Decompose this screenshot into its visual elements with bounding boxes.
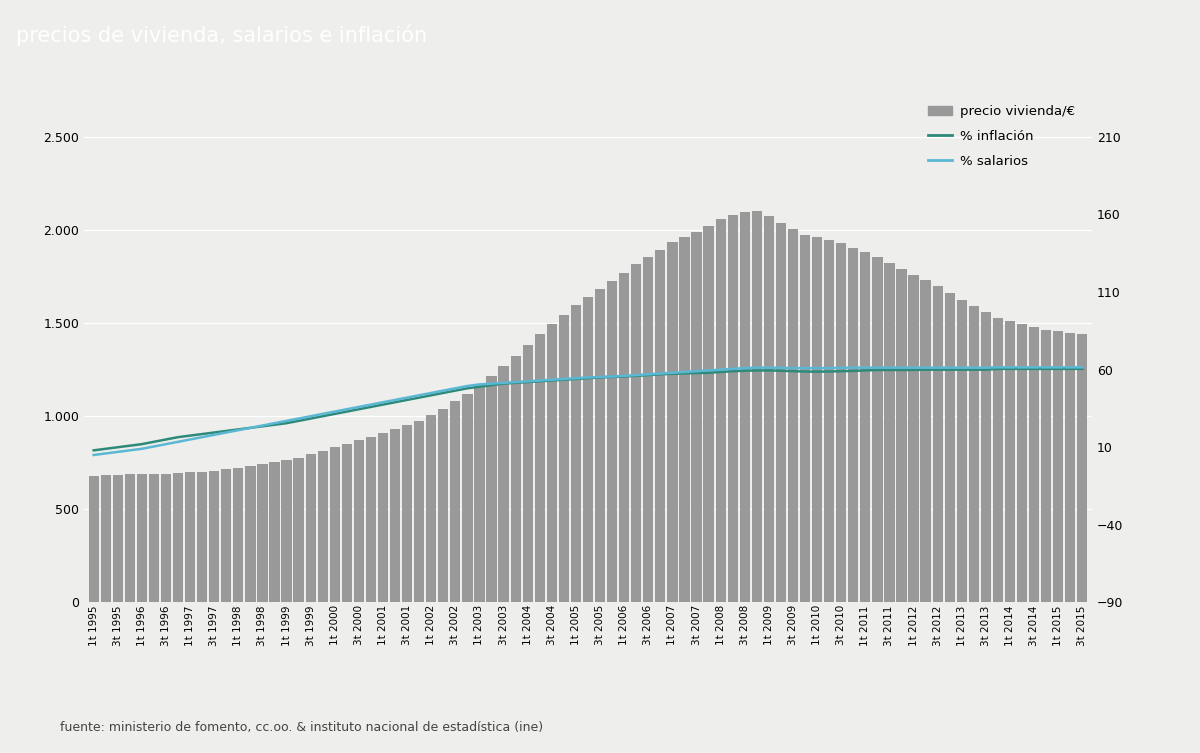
Bar [932,286,943,602]
Bar [535,334,545,602]
Bar [1016,324,1027,602]
Bar [884,263,894,602]
Bar [197,471,208,602]
Bar [101,475,110,602]
Bar [872,257,882,602]
Bar [655,251,666,602]
Bar [739,212,750,602]
Bar [1042,330,1051,602]
Bar [944,294,955,602]
Bar [631,264,641,602]
Bar [426,415,437,602]
Bar [149,474,160,602]
Bar [1078,334,1087,602]
Bar [438,409,449,602]
Bar [619,273,629,602]
Bar [354,440,364,602]
Bar [607,281,617,602]
Bar [908,275,919,602]
Bar [125,474,134,602]
Bar [89,476,98,602]
Bar [113,475,122,602]
Bar [414,421,425,602]
Bar [402,425,413,602]
Bar [257,465,268,602]
Bar [474,386,485,602]
Text: precios de vivienda, salarios e inflación: precios de vivienda, salarios e inflació… [16,24,427,46]
Bar [1030,327,1039,602]
Bar [860,252,870,602]
Bar [294,458,304,602]
Bar [245,466,256,602]
Legend: precio vivienda/€, % inflación, % salarios: precio vivienda/€, % inflación, % salari… [923,99,1080,173]
Bar [980,312,991,602]
Bar [788,229,798,602]
Bar [173,473,184,602]
Bar [667,242,678,602]
Bar [1004,322,1015,602]
Bar [498,366,509,602]
Bar [510,355,521,602]
Bar [161,474,172,602]
Bar [209,471,220,602]
Bar [775,223,786,602]
Bar [812,237,822,602]
Bar [595,288,605,602]
Bar [269,462,280,602]
Bar [848,248,858,602]
Bar [836,243,846,602]
Bar [679,236,690,602]
Bar [800,235,810,602]
Bar [763,216,774,602]
Bar [522,345,533,602]
Bar [282,460,292,602]
Bar [727,215,738,602]
Bar [330,447,340,602]
Bar [390,429,401,602]
Bar [920,280,931,602]
Bar [1054,331,1063,602]
Bar [691,232,702,602]
Bar [643,257,654,602]
Text: fuente: ministerio de fomento, cc.oo. & instituto nacional de estadística (ine): fuente: ministerio de fomento, cc.oo. & … [60,721,544,734]
Bar [751,212,762,602]
Bar [342,444,352,602]
Bar [956,300,967,602]
Bar [137,474,148,602]
Bar [233,468,244,602]
Bar [715,219,726,602]
Bar [221,469,232,602]
Bar [486,376,497,602]
Bar [559,315,569,602]
Bar [1066,333,1075,602]
Bar [318,451,328,602]
Bar [366,437,376,602]
Bar [583,297,593,602]
Bar [378,433,388,602]
Bar [992,318,1003,602]
Bar [450,401,461,602]
Bar [968,306,979,602]
Bar [703,227,714,602]
Bar [571,306,581,602]
Bar [306,454,316,602]
Bar [462,394,473,602]
Bar [824,240,834,602]
Bar [185,472,196,602]
Bar [547,324,557,602]
Bar [896,269,907,602]
